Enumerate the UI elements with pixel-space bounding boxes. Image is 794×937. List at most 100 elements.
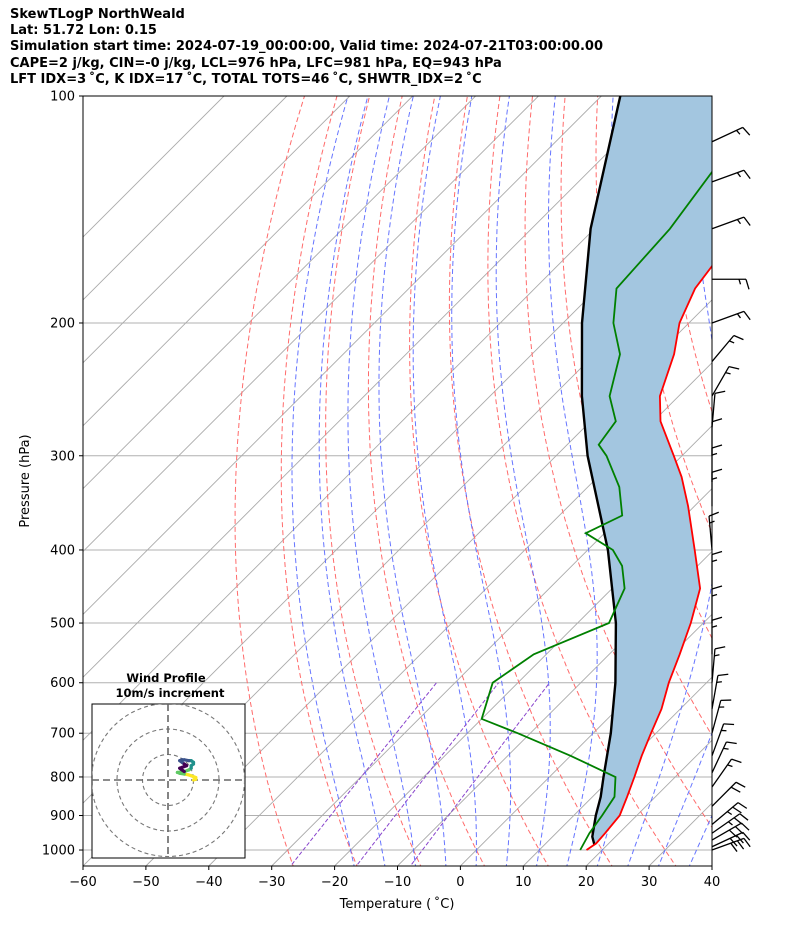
wind-barb-half-flag: [726, 811, 733, 816]
wind-barb: [711, 365, 740, 397]
x-tick-label: −30: [258, 875, 285, 890]
y-tick-label: 600: [50, 676, 75, 691]
cape-fill-layer: [581, 96, 712, 846]
wind-barb-shaft: [711, 310, 745, 324]
isotherm-line: [83, 96, 288, 301]
dry-adiabat-line: [234, 96, 306, 866]
moist-adiabat-line: [318, 96, 386, 866]
wind-barb-flag: [731, 758, 742, 764]
isotherm-line: [460, 613, 712, 866]
x-tick-label: −10: [384, 875, 411, 890]
dewpoint-line: [480, 170, 712, 851]
hodograph-title: Wind Profile: [126, 671, 206, 685]
wind-barb-shaft: [711, 741, 727, 774]
x-tick-label: −50: [132, 875, 159, 890]
isotherm-line: [83, 96, 602, 616]
wind-barb-flag: [711, 444, 723, 449]
wind-barb: [711, 418, 723, 456]
dry-adiabat-line: [280, 96, 358, 866]
wind-barb-shaft: [711, 758, 733, 788]
wind-barb-flag: [730, 842, 738, 852]
wind-barb: [711, 813, 749, 834]
y-tick-label: 800: [50, 770, 75, 785]
wind-barb-half-flag: [729, 340, 735, 344]
isotherm-line: [775, 96, 794, 866]
y-tick-label: 100: [50, 90, 75, 105]
wind-barb: [711, 310, 751, 324]
wind-barb-flag: [743, 310, 751, 321]
wind-barb-flag: [732, 806, 742, 814]
wind-barb-flag: [742, 126, 751, 136]
isotherm-line: [83, 96, 225, 238]
wind-barb-half-flag: [711, 559, 718, 563]
wind-barb-flag: [733, 334, 744, 341]
mixing-ratio-line: [409, 682, 550, 866]
wind-barb: [711, 646, 726, 683]
wind-barb: [711, 444, 723, 482]
y-tick-label: 1000: [42, 844, 75, 859]
wind-barb-shaft: [711, 700, 722, 734]
y-axis-label: Pressure (hPa): [18, 434, 33, 527]
y-tick-label: 300: [50, 449, 75, 464]
wind-barb-shaft: [711, 126, 744, 143]
isotherm-line: [83, 96, 476, 490]
dry-adiabat-line: [448, 96, 613, 866]
wind-barb-flag: [735, 781, 746, 788]
hodograph-inset: Wind Profile 10m/s increment: [91, 671, 246, 859]
cape-area: [581, 96, 712, 846]
wind-barb-flag: [742, 831, 751, 841]
wind-barb-shaft: [711, 822, 742, 841]
stability-indices-text: LFT IDX=3 ˚C, K IDX=17 ˚C, TOTAL TOTS=46…: [10, 71, 482, 87]
wind-barb-flag: [728, 829, 738, 838]
wind-barb-shaft: [711, 366, 730, 397]
wind-barb-half-flag: [736, 172, 742, 178]
moist-adiabat-line: [291, 96, 355, 866]
profile-lines: [480, 96, 712, 851]
wind-barb-flag: [714, 390, 726, 395]
axes: −60 −50 −40 −30 −20 −10 0 10 20 30 40 1000 900 800 700…: [42, 90, 720, 891]
x-tick-label: −40: [195, 875, 222, 890]
chart-header: SkewTLogP NorthWeald Lat: 51.72 Lon: 0.1…: [10, 7, 603, 88]
wind-barb-half-flag: [711, 452, 718, 456]
wind-barbs: [708, 126, 751, 852]
wind-barb-half-flag: [711, 593, 718, 597]
wind-barb-flag: [711, 585, 723, 590]
wind-barb: [711, 216, 751, 230]
wind-barb-flag: [740, 822, 750, 831]
wind-barb-shaft: [711, 216, 745, 230]
wind-barb-flag: [728, 365, 740, 370]
x-tick-label: 10: [515, 875, 532, 890]
dry-adiabat-line: [367, 96, 486, 866]
wind-barb-flag: [745, 279, 750, 290]
wind-barb-half-flag: [736, 219, 742, 225]
isotherm-line: [334, 487, 712, 866]
wind-barb: [711, 831, 751, 848]
wind-barb-flag: [723, 723, 735, 726]
wind-barb: [708, 511, 719, 551]
moist-adiabat-line: [495, 96, 551, 866]
wind-barb-flag: [733, 817, 743, 825]
isotherm-line: [83, 96, 539, 553]
isotherm-line: [522, 676, 712, 866]
wind-barb-half-flag: [727, 821, 733, 826]
wind-barb-flag: [743, 216, 751, 226]
wind-barb-half-flag: [723, 747, 729, 750]
cape-indices-text: CAPE=2 j/kg, CIN=-0 j/kg, LCL=976 hPa, L…: [10, 55, 502, 71]
wind-barb: [711, 837, 751, 852]
wind-barb: [711, 390, 726, 428]
isotherm-line: [83, 96, 665, 678]
time-text: Simulation start time: 2024-07-19_00:00:…: [10, 39, 603, 55]
wind-barb: [711, 822, 750, 841]
wind-barb-flag: [711, 550, 723, 556]
wind-barb: [712, 278, 750, 290]
isotherm-line: [83, 96, 414, 427]
moist-adiabat-line: [719, 96, 794, 869]
wind-barb-flag: [735, 834, 744, 844]
chart-title: SkewTLogP NorthWeald: [10, 7, 185, 22]
wind-barb-flag: [711, 468, 723, 473]
wind-barb-shaft: [711, 675, 719, 710]
dry-adiabat-line: [487, 96, 677, 866]
location-text: Lat: 51.72 Lon: 0.15: [10, 23, 157, 39]
temperature-line: [585, 264, 712, 851]
